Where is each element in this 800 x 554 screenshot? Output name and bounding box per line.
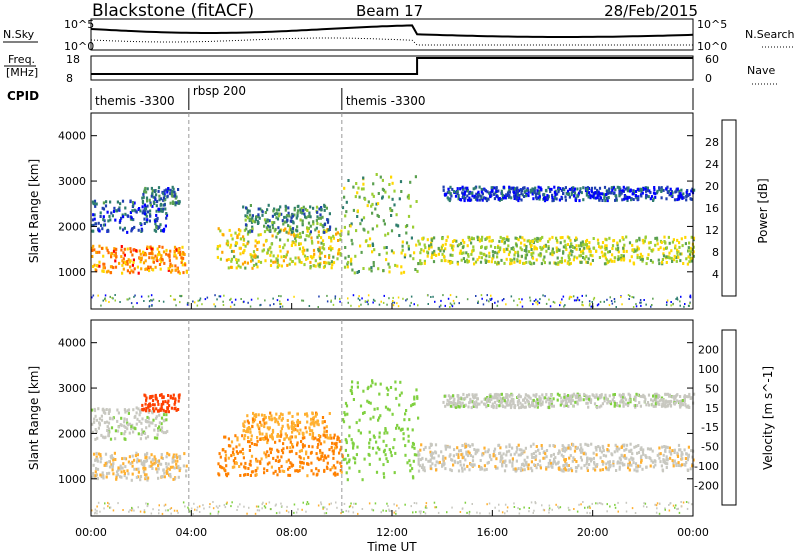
nsearch-label: N.Search [745,28,795,41]
nave-tick-top: 60 [705,53,719,66]
nsearch-tick-top: 10^5 [697,18,727,31]
date-title: 28/Feb/2015 [604,2,698,20]
nsky-label: N.Sky [3,28,35,41]
beam-title: Beam 17 [356,2,423,20]
freq-label-line2: [MHz] [6,66,38,79]
freq-tick-bottom: 8 [66,72,73,85]
station-title: Blackstone (fitACF) [92,1,254,21]
colorbar-tick-label: 4 [712,268,719,281]
colorbar-tick-label: 16 [705,202,719,215]
x-tick-label: 00:00 [677,526,709,539]
x-axis-label: Time UT [366,540,417,554]
freq-panel [90,55,694,81]
y-tick-label: 2000 [58,427,86,440]
x-tick-label: 04:00 [175,526,207,539]
nave-label: Nave [747,64,775,77]
colorbar-tick-label: 15 [705,402,719,415]
colorbar-tick-label: 12 [705,224,719,237]
nsky-tick-top: 10^5 [64,18,94,31]
nsearch-series [90,37,693,46]
velocity-colorbar-label: Velocity [m s^-1] [761,366,775,470]
freq-tick-top: 18 [66,53,80,66]
nave-tick-bottom: 0 [705,72,712,85]
colorbar-tick-label: -200 [694,480,719,493]
power-colorbar-label: Power [dB] [756,178,770,243]
y-tick-label: 3000 [58,175,86,188]
colorbar-tick-label: 24 [705,158,719,171]
velocity-panel-frame [90,319,694,517]
nsearch-tick-bottom: 10^0 [697,40,727,53]
velocity-ylabel: Slant Range [km] [27,366,41,470]
cpid-segment-label: rbsp 200 [193,84,246,98]
cpid-label: CPID [7,89,39,103]
colorbar-tick-label: -100 [694,460,719,473]
colorbar-tick-label: -15 [701,421,719,434]
colorbar-tick-label: 8 [712,246,719,259]
y-tick-label: 4000 [58,130,86,143]
velocity-colorbar: -200 -100 -50 -15 15 50 100 200 [694,329,737,506]
y-tick-label: 1000 [58,266,86,279]
x-axis: 00:00 04:00 08:00 12:00 16:00 20:00 00:00 [75,113,709,539]
nsky-series [90,24,694,38]
y-tick-label: 4000 [58,337,86,350]
colorbar-tick-label: 28 [705,136,719,149]
x-tick-label: 16:00 [476,526,508,539]
colorbar-tick-label: 20 [705,180,719,193]
cpid-segments: themis -3300 rbsp 200 themis -3300 [95,84,425,110]
power-heatmap [91,173,696,308]
freq-label-line1: Freq. [8,53,35,66]
nsky-panel [90,18,694,51]
power-colorbar: 4 8 12 16 20 24 28 [705,119,737,297]
velocity-heatmap [91,379,696,515]
y-tick-label: 2000 [58,220,86,233]
cpid-segment-label: themis -3300 [95,94,175,108]
colorbar-tick-label: 50 [705,382,719,395]
y-tick-label: 1000 [58,473,86,486]
x-tick-label: 08:00 [276,526,308,539]
nsky-tick-bottom: 10^0 [64,40,94,53]
freq-series [91,57,693,75]
x-tick-label: 12:00 [376,526,408,539]
cpid-segment-label: themis -3300 [346,94,426,108]
x-tick-label: 00:00 [75,526,107,539]
colorbar-tick-label: 200 [698,343,719,356]
x-tick-label: 20:00 [577,526,609,539]
y-tick-label: 3000 [58,382,86,395]
colorbar-tick-label: -50 [701,441,719,454]
power-y-axis: 1000 2000 3000 4000 [58,130,693,279]
velocity-y-axis: 1000 2000 3000 4000 [58,337,693,486]
power-ylabel: Slant Range [km] [27,159,41,263]
colorbar-tick-label: 100 [698,363,719,376]
